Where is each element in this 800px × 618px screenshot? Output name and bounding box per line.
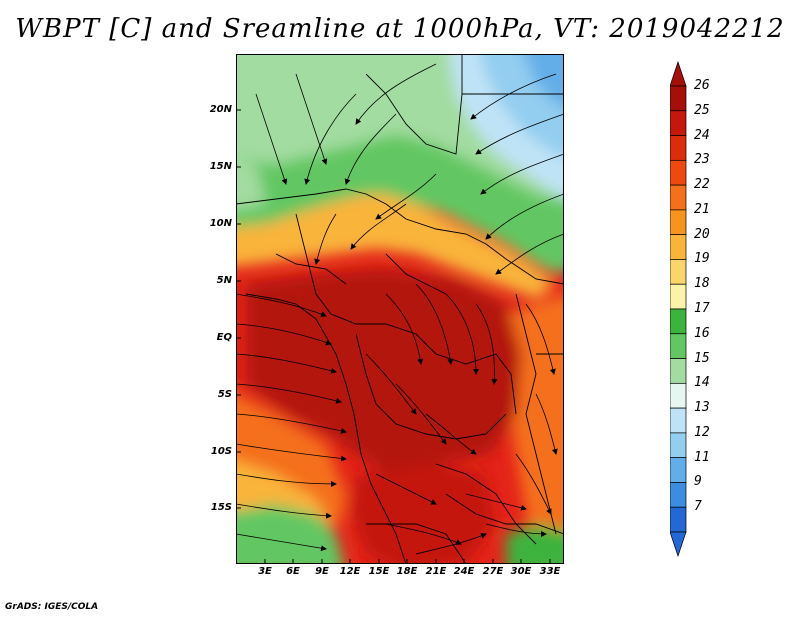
lon-label: 33E: [539, 566, 561, 577]
colorbar-label: 26: [694, 78, 710, 93]
lon-label: 27E: [482, 566, 504, 577]
colorbar-label: 24: [694, 127, 710, 143]
colorbar: [670, 60, 687, 558]
colorbar-swatch: [670, 308, 687, 335]
colorbar-label: 12: [694, 424, 710, 440]
lon-label: 9E: [315, 566, 329, 577]
colorbar-swatch: [670, 110, 687, 136]
lat-label: EQ: [216, 332, 232, 343]
map-plot: [236, 54, 564, 564]
colorbar-label: 21: [694, 201, 710, 217]
lat-label: 15N: [209, 161, 232, 172]
colorbar-label: 13: [694, 400, 710, 416]
colorbar-swatch: [670, 506, 687, 533]
colorbar-bottom-arrow: [670, 531, 687, 558]
colorbar-swatch: [670, 358, 687, 384]
lat-label: 20N: [209, 104, 232, 115]
colorbar-swatch: [670, 234, 687, 260]
colorbar-label: 16: [694, 325, 710, 341]
colorbar-label: 23: [694, 152, 710, 168]
colorbar-label: 14: [694, 375, 710, 391]
colorbar-swatch: [670, 259, 687, 285]
lon-label: 24E: [453, 566, 475, 577]
colorbar-label: 15: [694, 350, 710, 366]
streamlines: [236, 63, 564, 555]
wbpt-field: [236, 54, 564, 564]
lat-label: 10S: [210, 446, 232, 457]
colorbar-swatch: [670, 184, 687, 211]
colorbar-label: 20: [694, 226, 710, 242]
lon-label: 30E: [510, 566, 532, 577]
lon-label: 15E: [368, 566, 390, 577]
colorbar-swatch: [670, 432, 687, 459]
lon-label: 12E: [339, 566, 361, 577]
lon-label: 3E: [258, 566, 272, 577]
colorbar-swatch: [670, 209, 687, 236]
colorbar-swatch: [670, 457, 687, 483]
lat-label: 10N: [209, 218, 232, 229]
colorbar-swatch: [670, 85, 687, 112]
colorbar-swatch: [670, 382, 687, 409]
lon-label: 6E: [286, 566, 300, 577]
colorbar-label: 18: [694, 276, 710, 292]
lat-label: 15S: [210, 502, 232, 513]
country-borders: [236, 54, 564, 564]
colorbar-label: 11: [694, 449, 710, 465]
colorbar-label: 22: [694, 177, 710, 193]
colorbar-label: 7: [694, 499, 702, 515]
colorbar-label: 19: [694, 251, 710, 267]
footer-credit: GrADS: IGES/COLA: [5, 602, 99, 612]
colorbar-swatch: [670, 283, 687, 310]
colorbar-swatch: [670, 482, 687, 508]
chart-title: WBPT [C] and Sreamline at 1000hPa, VT: 2…: [15, 14, 785, 44]
lat-label: 5N: [216, 275, 232, 286]
colorbar-swatch: [670, 135, 687, 161]
colorbar-swatch: [670, 159, 687, 186]
colorbar-label: 9: [694, 474, 702, 490]
colorbar-label: 25: [694, 102, 710, 118]
lon-label: 18E: [396, 566, 418, 577]
axis-ticks: [236, 109, 551, 564]
colorbar-top-arrow: [670, 60, 687, 87]
lon-label: 21E: [425, 566, 447, 577]
lat-label: 5S: [217, 389, 232, 400]
colorbar-swatch: [670, 407, 687, 434]
colorbar-label: 17: [694, 301, 710, 316]
map-frame: [236, 54, 564, 564]
colorbar-swatch: [670, 333, 687, 359]
